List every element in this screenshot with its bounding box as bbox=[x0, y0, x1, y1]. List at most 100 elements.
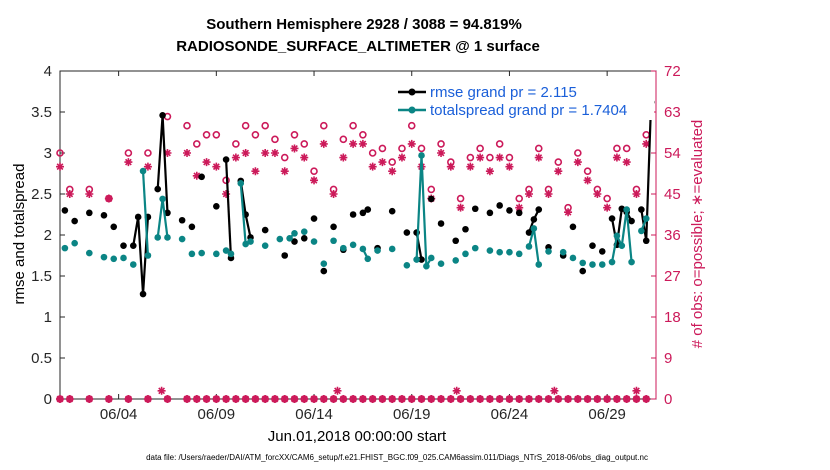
obs-evaluated-marker bbox=[349, 395, 358, 403]
obs-evaluated-marker bbox=[163, 149, 172, 157]
obs-evaluated-marker bbox=[378, 158, 387, 167]
obs-evaluated-marker bbox=[583, 395, 592, 403]
obs-evaluated-marker bbox=[163, 395, 172, 403]
obs-evaluated-marker bbox=[642, 395, 651, 403]
obs-evaluated-marker bbox=[534, 395, 543, 403]
obs-evaluated-marker bbox=[183, 149, 192, 157]
obs-evaluated-marker bbox=[85, 190, 94, 198]
obs-evaluated-marker bbox=[397, 153, 406, 162]
y2-axis-label: # of obs: o=possible; ∗=evaluated bbox=[689, 120, 706, 349]
y2-tick-label: 63 bbox=[664, 104, 681, 121]
totalspread-point bbox=[506, 248, 513, 256]
obs-evaluated-marker bbox=[241, 395, 250, 403]
rmse-point bbox=[198, 173, 205, 181]
totalspread-point bbox=[237, 180, 245, 187]
obs-evaluated-marker bbox=[446, 395, 455, 403]
obs-evaluated-marker bbox=[495, 395, 504, 403]
obs-possible-marker bbox=[368, 149, 377, 157]
totalspread-point bbox=[628, 258, 635, 266]
obs-possible-marker bbox=[261, 121, 269, 130]
y2-tick-label: 9 bbox=[664, 350, 672, 367]
y-tick-label: 0.5 bbox=[31, 350, 52, 367]
obs-evaluated-marker bbox=[485, 395, 494, 403]
rmse-point bbox=[427, 195, 435, 203]
obs-evaluated-marker bbox=[544, 395, 553, 403]
obs-evaluated-marker bbox=[456, 203, 465, 212]
obs-evaluated-marker bbox=[554, 395, 563, 403]
obs-evaluated-marker bbox=[290, 395, 299, 403]
obs-evaluated-marker bbox=[573, 395, 582, 403]
obs-evaluated-marker bbox=[554, 167, 563, 176]
x-tick-labels: 06/04 06/09 06/14 06/19 06/24 06/29 bbox=[100, 406, 626, 423]
totalspread-point bbox=[418, 152, 425, 159]
chart-title: Southern Hemisphere 2928 / 3088 = 94.819… bbox=[206, 16, 522, 33]
totalspread-point bbox=[598, 261, 606, 268]
obs-evaluated-marker bbox=[310, 176, 319, 185]
rmse-point bbox=[506, 207, 513, 214]
rmse-point bbox=[638, 206, 645, 213]
obs-possible-marker bbox=[124, 149, 133, 157]
x-tick-label: 06/14 bbox=[295, 406, 333, 423]
obs-evaluated-marker bbox=[339, 153, 348, 162]
obs-possible-marker bbox=[251, 130, 260, 139]
totalspread-point bbox=[569, 254, 577, 262]
y2-tick-label: 27 bbox=[664, 268, 681, 285]
totalspread-point bbox=[608, 258, 616, 266]
obs-evaluated-marker bbox=[319, 139, 328, 148]
totalspread-point bbox=[242, 240, 249, 248]
obs-evaluated-marker bbox=[339, 395, 348, 403]
obs-evaluated-marker bbox=[358, 395, 367, 403]
obs-evaluated-marker bbox=[143, 395, 152, 403]
totalspread-point bbox=[129, 261, 137, 268]
obs-evaluated-marker bbox=[452, 386, 461, 395]
totalspread-point bbox=[486, 247, 494, 254]
totalspread-point bbox=[559, 248, 567, 256]
y-tick-label: 3 bbox=[44, 145, 52, 162]
obs-possible-marker bbox=[437, 140, 445, 148]
x-tick-label: 06/24 bbox=[491, 406, 529, 423]
obs-evaluated-marker bbox=[280, 395, 289, 403]
obs-evaluated-marker bbox=[270, 149, 279, 157]
obs-possible-marker bbox=[300, 140, 309, 148]
rmse-point bbox=[618, 205, 626, 213]
totalspread-point bbox=[340, 244, 347, 252]
totalspread-point bbox=[164, 234, 171, 241]
totalspread-line bbox=[141, 170, 150, 256]
x-tick-label: 06/29 bbox=[588, 406, 626, 423]
obs-evaluated-marker bbox=[505, 395, 514, 403]
rmse-point bbox=[159, 111, 166, 119]
totalspread-point bbox=[110, 255, 118, 263]
rmse-point bbox=[359, 209, 367, 217]
plot-area bbox=[56, 70, 657, 403]
y-tick-label: 1 bbox=[44, 309, 52, 326]
rmse-point bbox=[300, 234, 308, 242]
obs-evaluated-marker bbox=[612, 395, 621, 403]
chart-subtitle: RADIOSONDE_SURFACE_ALTIMETER @ 1 surface bbox=[176, 38, 540, 55]
obs-evaluated-marker bbox=[192, 395, 201, 403]
obs-evaluated-marker bbox=[515, 395, 524, 403]
obs-evaluated-marker bbox=[524, 395, 533, 403]
totalspread-point bbox=[188, 250, 196, 258]
obs-possible-marker bbox=[495, 140, 504, 148]
obs-evaluated-marker bbox=[349, 139, 358, 148]
obs-evaluated-marker bbox=[632, 386, 641, 395]
rmse-point bbox=[349, 211, 357, 218]
x-tick-label: 06/04 bbox=[100, 406, 138, 423]
y-tick-label: 3.5 bbox=[31, 104, 52, 121]
x-tick-label: 06/09 bbox=[198, 406, 236, 423]
obs-possible-marker bbox=[202, 130, 211, 139]
totalspread-point bbox=[618, 242, 626, 249]
totalspread-point bbox=[364, 255, 372, 263]
obs-possible-marker bbox=[583, 167, 592, 176]
rmse-point bbox=[471, 205, 479, 213]
totalspread-point bbox=[374, 247, 381, 254]
totalspread-point bbox=[154, 234, 162, 241]
x-axis-label: Jun.01,2018 00:00:00 start bbox=[268, 428, 447, 445]
totalspread-point bbox=[349, 241, 357, 249]
rmse-point bbox=[188, 223, 196, 231]
obs-possible-marker bbox=[398, 144, 406, 153]
obs-evaluated-marker bbox=[157, 386, 166, 395]
obs-evaluated-marker bbox=[466, 395, 475, 403]
obs-possible-marker bbox=[466, 153, 475, 162]
obs-possible-marker bbox=[427, 185, 436, 194]
